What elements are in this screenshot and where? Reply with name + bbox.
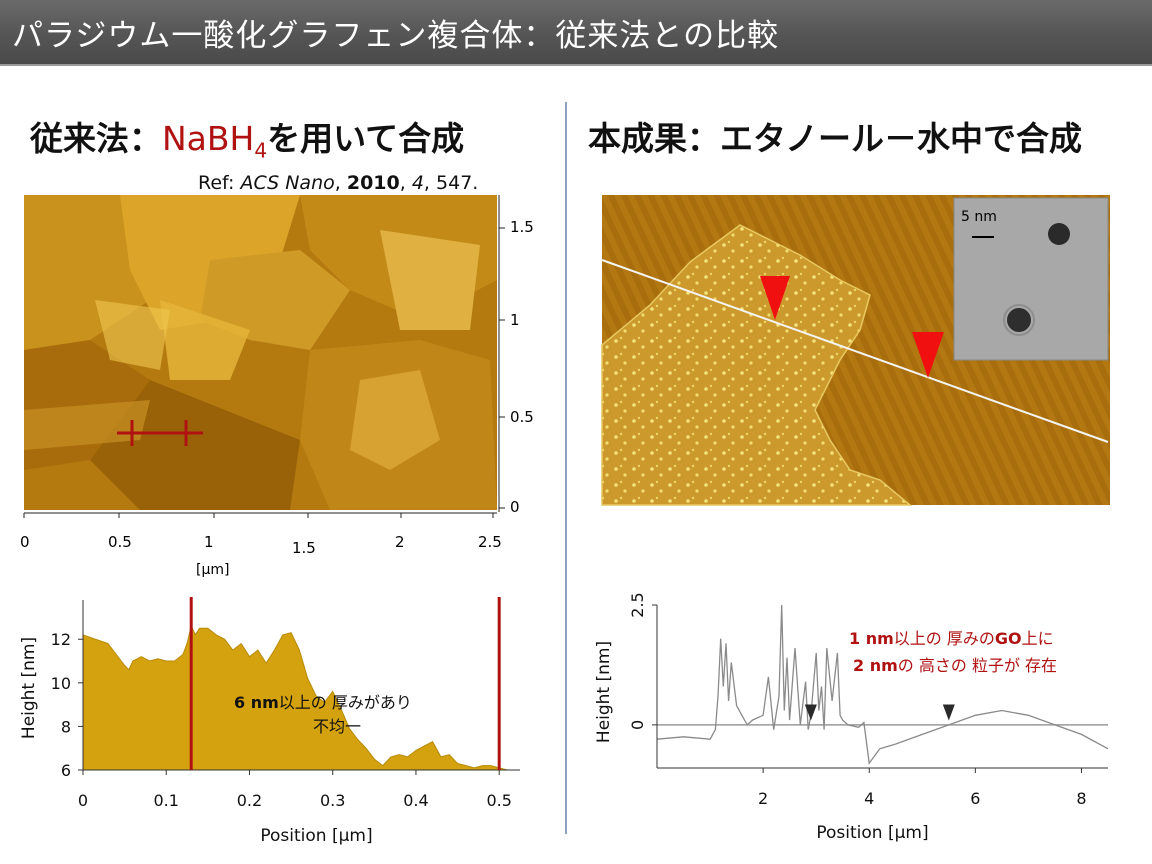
afm-x-tick-label: 1.5 [292,539,316,557]
left-annotation-line2: 不均一 [313,717,362,736]
left-heading-prefix: 従来法： [30,119,162,158]
afm-x-tick-label: 0 [20,533,30,551]
right-annotation-line2: 2 nmの 高さの 粒子が 存在 [853,656,1058,675]
right-heading: 本成果：エタノール－水中で合成 [588,119,1083,158]
left-heading-reagent: NaBH4 [162,119,268,163]
x-tick-label: 0.2 [237,791,262,810]
afm-y-tick-label: 0 [510,498,520,516]
right-annotation-line1: 1 nm以上の 厚みのGO上に [849,629,1054,648]
afm-y-tick-label: 1.5 [510,218,534,236]
column-divider [565,102,567,834]
x-tick-label: 4 [864,789,874,808]
x-axis-label: Position [μm] [260,826,372,846]
y-tick-label: 0 [628,720,647,730]
profile-marker-triangle [804,704,817,721]
reference-citation: Ref: ACS Nano, 2010, 4, 547. [198,172,479,194]
left-heading: 従来法：NaBH4を用いて合成 [30,112,464,163]
y-tick-label: 8 [61,717,71,736]
x-tick-label: 0.3 [320,791,345,810]
y-tick-label: 10 [51,674,71,693]
profile-marker-triangle [942,704,955,721]
afm-x-tick-label: 2.5 [478,533,502,551]
x-tick-label: 8 [1076,789,1086,808]
page-title: パラジウム一酸化グラフェン複合体：従来法との比較 [12,18,780,54]
tem-scale-label: 5 nm [961,209,997,225]
x-tick-label: 0.4 [403,791,428,810]
afm-x-tick-label: 0.5 [108,533,132,551]
y-tick-label: 2.5 [628,592,647,617]
x-tick-label: 2 [758,789,768,808]
x-tick-label: 6 [970,789,980,808]
left-heading-suffix: を用いて合成 [267,119,465,158]
x-axis-label: Position [μm] [816,823,928,843]
afm-x-unit: [μm] [196,562,230,578]
afm-y-tick-label: 1 [510,311,520,329]
y-axis-label: Height [nm] [594,641,614,743]
y-tick-label: 6 [61,761,71,780]
left-annotation-line1: 6 nm以上の 厚みがあり [234,693,412,712]
y-axis-label: Height [nm] [19,637,39,739]
x-tick-label: 0.1 [154,791,179,810]
title-banner: パラジウム一酸化グラフェン複合体：従来法との比較 [0,0,1152,66]
afm-x-tick-label: 1 [204,533,214,551]
afm-y-tick-label: 0.5 [510,408,534,426]
x-tick-label: 0 [78,791,88,810]
y-tick-label: 12 [51,630,71,649]
x-tick-label: 0.5 [486,791,511,810]
afm-x-tick-label: 2 [395,533,405,551]
